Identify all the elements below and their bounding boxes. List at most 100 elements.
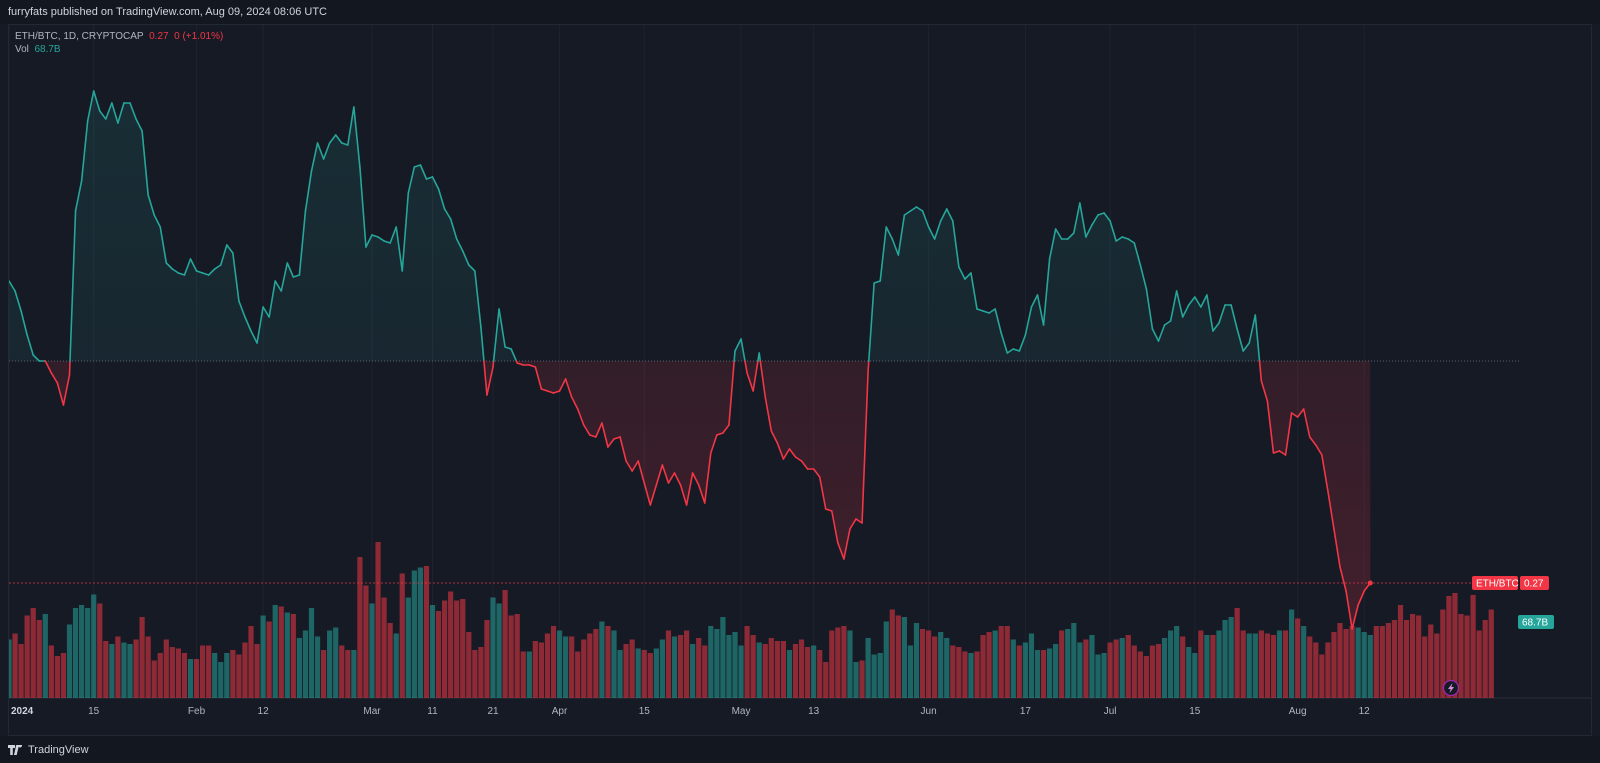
- tradingview-logo-icon: [8, 745, 22, 755]
- volume-bar: [454, 600, 460, 698]
- volume-bar: [1101, 653, 1107, 698]
- volume-bar: [157, 653, 163, 698]
- price-segment: [1091, 214, 1099, 226]
- price-segment: [679, 484, 688, 506]
- bolt-icon[interactable]: [1442, 679, 1460, 697]
- price-segment: [1333, 528, 1341, 568]
- price-segment: [776, 442, 785, 460]
- volume-bar: [919, 629, 926, 698]
- price-segment: [733, 350, 736, 362]
- price-segment: [1139, 264, 1148, 290]
- price-segment: [570, 396, 579, 410]
- chart-panel[interactable]: ETH/BTC, 1D, CRYPTOCAP 0.27 0 (+1.01%) V…: [8, 24, 1592, 736]
- price-segment: [1151, 328, 1160, 342]
- price-segment: [250, 330, 258, 344]
- price-segment: [498, 308, 506, 348]
- volume-bar: [478, 647, 484, 698]
- price-segment: [492, 360, 495, 368]
- volume-bar: [986, 632, 992, 698]
- price-segment: [389, 226, 398, 244]
- volume-bar: [1446, 596, 1452, 698]
- volume-bar: [411, 570, 417, 698]
- price-segment: [867, 282, 875, 362]
- tradingview-brand: TradingView: [28, 744, 89, 756]
- price-segment: [135, 118, 143, 132]
- price-segment: [1339, 566, 1347, 592]
- price-segment: [1121, 236, 1130, 240]
- volume-bar: [1216, 630, 1222, 698]
- volume-bar: [387, 623, 393, 698]
- volume-bar: [314, 636, 321, 698]
- volume-bar: [744, 626, 750, 698]
- volume-bar: [66, 624, 73, 698]
- volume-bar: [1452, 593, 1458, 698]
- price-segment: [44, 360, 53, 374]
- volume-bar: [913, 623, 920, 698]
- price-segment: [891, 238, 900, 256]
- price-segment: [915, 206, 924, 212]
- price-segment: [510, 348, 518, 362]
- volume-bar: [1034, 650, 1041, 698]
- price-segment: [129, 102, 137, 120]
- volume-bar: [200, 645, 206, 698]
- price-segment: [359, 166, 367, 248]
- x-tick-label: 15: [639, 706, 651, 717]
- volume-value: 68.7B: [34, 44, 61, 55]
- price-segment: [425, 176, 434, 180]
- volume-bar: [357, 557, 363, 698]
- price-segment: [673, 472, 682, 486]
- price-segment: [1085, 224, 1093, 238]
- volume-bar: [405, 597, 411, 698]
- tradingview-logo[interactable]: TradingView: [8, 744, 89, 756]
- volume-label[interactable]: Vol: [15, 44, 29, 55]
- volume-bar: [889, 609, 895, 698]
- volume-bar: [617, 650, 623, 698]
- x-tick-label: 11: [427, 706, 438, 717]
- volume-bar: [9, 639, 12, 698]
- volume-bar: [1204, 635, 1210, 698]
- price-segment: [1272, 450, 1281, 454]
- price-segment: [111, 102, 119, 124]
- volume-bar: [684, 630, 690, 698]
- price-segment: [147, 194, 155, 216]
- chart-legend: ETH/BTC, 1D, CRYPTOCAP 0.27 0 (+1.01%) V…: [15, 30, 223, 56]
- x-tick-label: 17: [1020, 706, 1032, 717]
- volume-bar: [671, 636, 678, 698]
- price-segment: [661, 464, 670, 484]
- price-segment: [238, 300, 246, 318]
- volume-bars: [9, 542, 1494, 698]
- volume-bar: [593, 629, 599, 698]
- price-segment: [903, 210, 912, 216]
- price-segment: [613, 436, 621, 440]
- volume-bar: [702, 645, 708, 698]
- price-segment: [800, 460, 809, 470]
- volume-bar: [284, 612, 290, 698]
- volume-bar: [48, 645, 54, 698]
- price-segment: [1109, 220, 1117, 242]
- volume-bar: [980, 635, 986, 698]
- volume-bar: [1367, 635, 1373, 698]
- volume-bar: [242, 642, 248, 698]
- price-tag-symbol: ETH/BTC: [1476, 579, 1519, 590]
- price-segment: [274, 280, 283, 292]
- price-segment: [244, 316, 252, 332]
- volume-bar: [992, 630, 998, 698]
- price-segment: [1163, 320, 1172, 326]
- price-segment: [492, 308, 500, 362]
- area-above-baseline: [9, 91, 1371, 361]
- volume-bar: [1331, 632, 1337, 698]
- price-segment: [316, 142, 325, 160]
- chart-canvas[interactable]: 2024 15 Feb 12 Mar 11 21 Apr 15 May 13 Jun 17 Jul 15 Au…: [9, 25, 1592, 736]
- price-segment: [758, 352, 762, 362]
- volume-bar: [950, 645, 956, 698]
- price-segment: [219, 244, 228, 266]
- volume-bar: [823, 662, 829, 698]
- price-segment: [970, 272, 978, 310]
- volume-bar: [206, 645, 212, 698]
- price-segment: [177, 272, 186, 276]
- price-segment: [927, 226, 936, 240]
- volume-bar: [659, 639, 665, 698]
- symbol-label[interactable]: ETH/BTC, 1D, CRYPTOCAP: [15, 31, 144, 42]
- volume-bar: [375, 542, 381, 698]
- volume-bar: [829, 630, 835, 698]
